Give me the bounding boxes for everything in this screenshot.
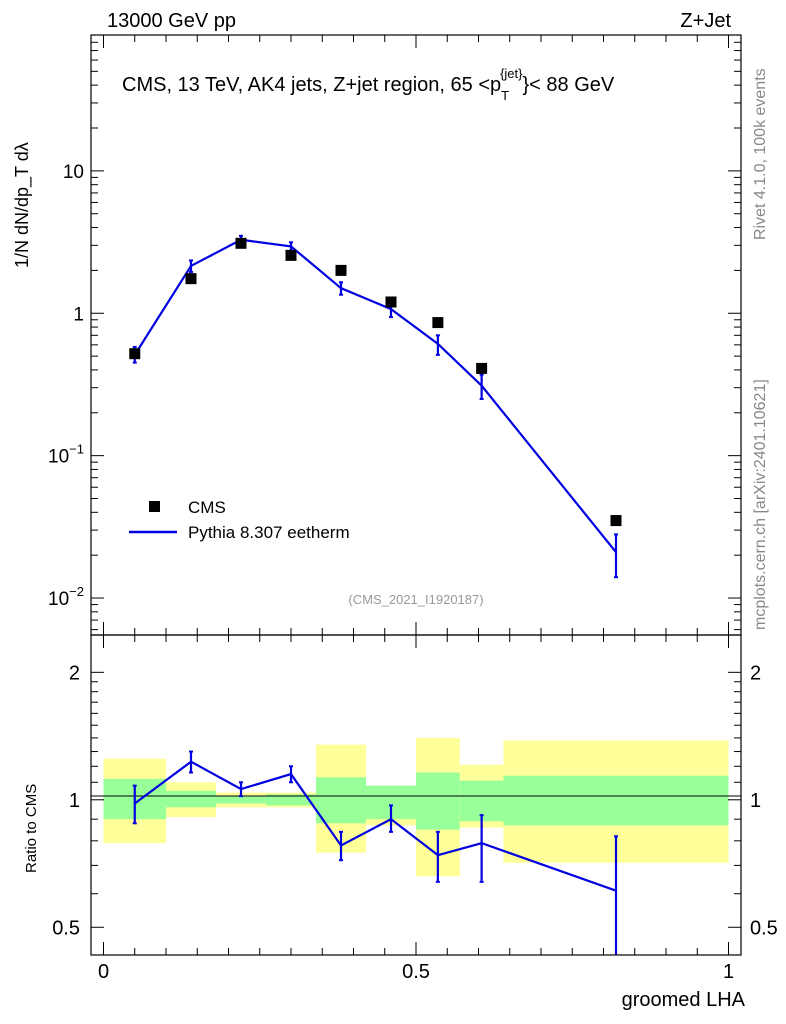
cms-data-point: [335, 264, 347, 276]
y-tick-label: 10−1: [48, 442, 84, 468]
ratio-y-tick-label-right: 2: [750, 662, 761, 684]
svg-text:mcplots.cern.ch [arXiv:2401.10: mcplots.cern.ch [arXiv:2401.10621]: [752, 379, 769, 630]
ratio-y-tick-label-right: 0.5: [750, 917, 778, 939]
cms-data-point: [185, 273, 197, 285]
cms-data-point: [285, 249, 297, 261]
x-axis-label: groomed LHA: [622, 989, 746, 1011]
legend-data-marker: [149, 501, 160, 512]
cms-data-point: [476, 362, 488, 374]
ratio-band-inner: [416, 772, 460, 830]
ratio-band-inner: [266, 794, 316, 806]
ratio-y-tick-label: 1: [69, 790, 80, 812]
cms-data-point: [610, 515, 622, 527]
svg-text:Ratio to CMS: Ratio to CMS: [23, 784, 40, 873]
ratio-band-inner: [216, 796, 266, 804]
ratio-y-axis-label: Ratio to CMS: [23, 784, 40, 873]
header-process: 13000 GeV pp: [107, 10, 236, 32]
main-plot: CMS, 13 TeV, AK4 jets, Z+jet region, 65 …: [12, 34, 742, 636]
legend-mc-label: Pythia 8.307 eetherm: [188, 523, 350, 542]
main-plot-frame: [90, 34, 742, 636]
y-axis-label: 1/N dN/dp_T dλ: [12, 142, 33, 268]
legend-data-label: CMS: [188, 498, 226, 517]
ratio-y-tick-label-right: 1: [750, 790, 761, 812]
legend: CMS Pythia 8.307 eetherm: [129, 498, 350, 542]
header-analysis: Z+Jet: [680, 10, 731, 32]
ratio-band-inner: [316, 777, 366, 824]
ratio-plot: 0.5 0.5 1 1 2 2 0 0.5 1 Ratio to CMS groomed LHA: [23, 634, 778, 1011]
svg-text:1/N dN/dp_T dλ: 1/N dN/dp_T dλ: [12, 142, 33, 268]
x-tick-label: 0: [98, 961, 109, 983]
ratio-plot-frame: [90, 634, 742, 956]
ratio-band-inner: [503, 775, 729, 826]
y-tick-label: 1: [73, 304, 84, 325]
y-tick-label: 10−2: [48, 584, 84, 610]
y-tick-label: 10: [63, 162, 84, 183]
cms-data-point: [235, 237, 247, 249]
cms-data-point: [385, 296, 397, 308]
side-label-mcplots: mcplots.cern.ch [arXiv:2401.10621]: [752, 379, 769, 630]
x-tick-label: 0.5: [402, 961, 430, 983]
ratio-band-inner: [166, 790, 216, 808]
ratio-y-tick-label: 2: [69, 662, 80, 684]
svg-text:Rivet 4.1.0, 100k events: Rivet 4.1.0, 100k events: [752, 68, 769, 240]
ratio-y-tick-label: 0.5: [52, 917, 80, 939]
cms-data-point: [432, 317, 444, 329]
cms-data-point: [129, 348, 141, 360]
main-plot-title: CMS, 13 TeV, AK4 jets, Z+jet region, 65 …: [122, 66, 615, 103]
analysis-watermark: (CMS_2021_I1920187): [348, 592, 483, 607]
x-tick-label: 1: [723, 961, 734, 983]
side-label-rivet: Rivet 4.1.0, 100k events: [752, 68, 769, 240]
